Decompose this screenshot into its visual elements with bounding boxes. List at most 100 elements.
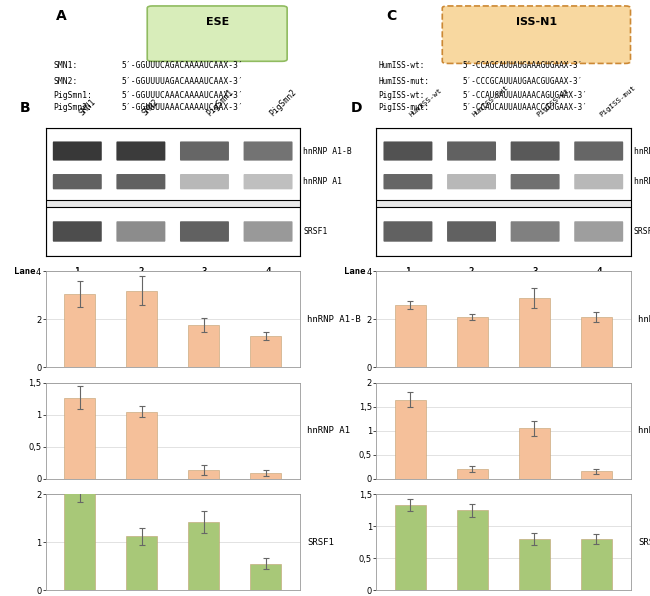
FancyBboxPatch shape [511,174,560,190]
FancyBboxPatch shape [574,221,623,242]
Bar [250,336,281,367]
FancyBboxPatch shape [148,6,287,61]
Text: 5′-CCCGCAUUAUGAACGUGAAX-3′: 5′-CCCGCAUUAUGAACGUGAAX-3′ [463,77,583,86]
Bar [519,298,550,367]
FancyBboxPatch shape [180,141,229,160]
Text: hnRNP A1: hnRNP A1 [303,177,342,186]
Text: 5′-CCAUCAUUAUAAACCGUGAAX-3′: 5′-CCAUCAUUAUAAACCGUGAAX-3′ [463,103,588,113]
Text: PigSmn1: PigSmn1 [205,88,235,118]
Bar [250,473,281,479]
Text: B: B [20,101,31,115]
Text: hnRNP A1-B: hnRNP A1-B [307,315,361,324]
Text: 1: 1 [405,266,411,275]
Text: PigSmn2: PigSmn2 [268,88,298,118]
Text: 4: 4 [596,266,601,275]
FancyBboxPatch shape [244,174,292,190]
Text: A: A [56,9,66,23]
Bar [126,291,157,367]
Bar [64,492,95,590]
Text: 5′-GGUUUUAAACAAAAUCAAX-3′: 5′-GGUUUUAAACAAAAUCAAX-3′ [122,103,244,113]
FancyBboxPatch shape [180,174,229,190]
Bar [581,539,612,590]
Text: hnRNP A1: hnRNP A1 [634,177,650,186]
Bar [64,398,95,479]
Bar [519,539,550,590]
FancyBboxPatch shape [180,221,229,242]
FancyBboxPatch shape [511,221,560,242]
Bar [395,505,426,590]
Text: 4: 4 [265,266,271,275]
Text: 5′-CCAUCAUUAUAAACAGUGAAX-3′: 5′-CCAUCAUUAUAAACAGUGAAX-3′ [463,91,588,100]
FancyBboxPatch shape [574,141,623,160]
Text: 5′-GGUUUCAGACAAAAUCAAX-3′: 5′-GGUUUCAGACAAAAUCAAX-3′ [122,61,244,70]
Bar [188,470,219,479]
Text: hnRNP A1: hnRNP A1 [638,426,650,435]
Bar [188,325,219,367]
Text: 1: 1 [75,266,80,275]
Text: HumISS-mut: HumISS-mut [471,84,510,118]
FancyBboxPatch shape [447,221,496,242]
Bar [395,305,426,367]
FancyBboxPatch shape [447,141,496,160]
Bar [519,429,550,479]
Bar [188,522,219,590]
Bar [581,317,612,367]
Text: D: D [351,101,362,115]
Text: HumISS-mut:: HumISS-mut: [379,77,430,86]
Text: Lane: Lane [344,266,366,275]
Text: 5′-GGUUUUAGACAAAAUCAAX-3′: 5′-GGUUUUAGACAAAAUCAAX-3′ [122,77,244,86]
Text: PigISS-mut: PigISS-mut [599,84,637,118]
Text: 2: 2 [138,266,144,275]
Text: SMN2:: SMN2: [53,77,77,86]
Text: hnRNP A1: hnRNP A1 [307,426,350,435]
FancyBboxPatch shape [244,221,292,242]
Bar [46,207,300,256]
Bar [46,128,300,200]
FancyBboxPatch shape [447,174,496,190]
Text: 5′-GGUUUCAAACAAAAUCAAX-3′: 5′-GGUUUCAAACAAAAUCAAX-3′ [122,91,244,100]
Text: PigISS-wt:: PigISS-wt: [379,91,425,100]
Bar [250,564,281,590]
Bar [581,471,612,479]
Text: PigISS-mut:: PigISS-mut: [379,103,430,113]
Text: HumISS-wt: HumISS-wt [408,87,443,118]
Text: SMN2: SMN2 [141,98,161,118]
FancyBboxPatch shape [53,174,102,190]
Text: SRSF1: SRSF1 [307,538,334,547]
FancyBboxPatch shape [384,141,432,160]
Text: SRSF1: SRSF1 [638,538,650,547]
FancyBboxPatch shape [53,221,102,242]
FancyBboxPatch shape [442,6,630,63]
Text: ISS-N1: ISS-N1 [516,17,557,27]
Bar [126,536,157,590]
FancyBboxPatch shape [53,141,102,160]
Text: PigISS-wt: PigISS-wt [535,87,570,118]
Text: Lane: Lane [14,266,35,275]
FancyBboxPatch shape [116,221,165,242]
FancyBboxPatch shape [116,141,165,160]
Text: 5′-CCAGCAUUAUGAAAGUGAAX-3′: 5′-CCAGCAUUAUGAAAGUGAAX-3′ [463,61,583,70]
Bar [395,399,426,479]
Bar [64,294,95,367]
Text: 3: 3 [202,266,207,275]
Text: SRSF1: SRSF1 [634,227,650,236]
Text: HumISS-wt:: HumISS-wt: [379,61,425,70]
Text: hnRNP A1-B: hnRNP A1-B [638,315,650,324]
Bar [457,510,488,590]
FancyBboxPatch shape [511,141,560,160]
Bar [457,469,488,479]
FancyBboxPatch shape [574,174,623,190]
Text: SMN1:: SMN1: [53,61,77,70]
FancyBboxPatch shape [384,221,432,242]
Text: 3: 3 [532,266,538,275]
Bar [376,207,630,256]
Text: ESE: ESE [205,17,229,27]
Text: hnRNP A1-B: hnRNP A1-B [634,147,650,156]
Text: C: C [386,9,396,23]
Text: PigSmn2:: PigSmn2: [53,103,92,113]
FancyBboxPatch shape [244,141,292,160]
Bar [376,128,630,200]
Text: SRSF1: SRSF1 [303,227,328,236]
Text: PigSmn1:: PigSmn1: [53,91,92,100]
Text: SMN1: SMN1 [77,98,98,118]
